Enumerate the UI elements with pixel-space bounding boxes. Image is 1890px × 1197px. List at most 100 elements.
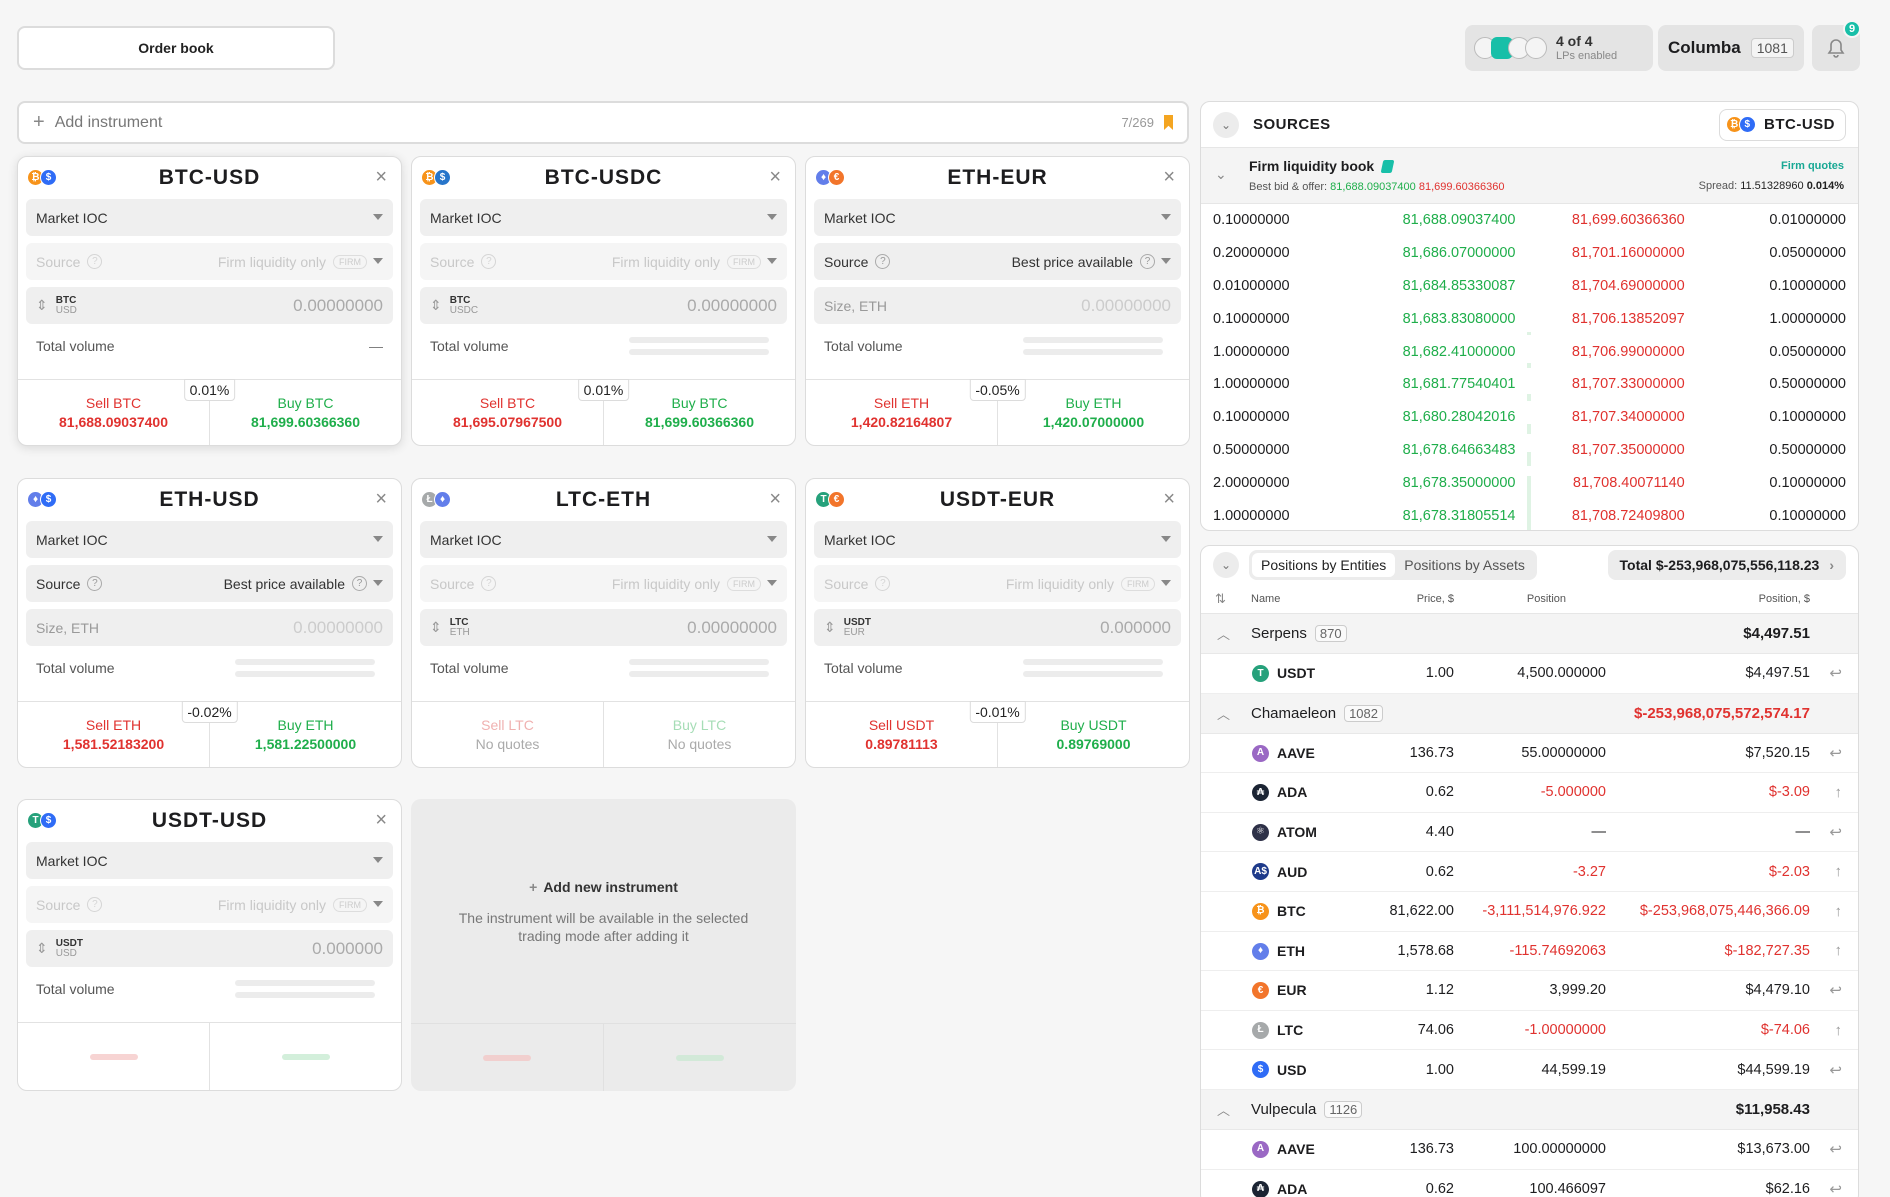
- add-new-instrument-card[interactable]: + Add new instrument The instrument will …: [411, 799, 796, 1091]
- source-select[interactable]: Source? Best price available?: [814, 243, 1181, 280]
- order-book-tab[interactable]: Order book: [17, 26, 335, 70]
- sell-button[interactable]: [18, 1023, 209, 1090]
- position-row[interactable]: € EUR 1.12 3,999.20 $4,479.10 ↩: [1201, 971, 1858, 1011]
- sell-button[interactable]: Sell ETH 1,581.52183200: [62, 716, 165, 752]
- chevron-down-icon[interactable]: ⌄: [1213, 111, 1239, 138]
- entity-group-row[interactable]: ︿ Chamaeleon 1082 $-253,968,075,572,574.17: [1201, 693, 1858, 734]
- col-position-usd[interactable]: Position, $: [1758, 592, 1810, 605]
- buy-button[interactable]: Buy LTC No quotes: [603, 702, 795, 767]
- order-type-select[interactable]: Market IOC: [814, 521, 1181, 558]
- size-input[interactable]: ⇕ BTC USD 0.00000000: [26, 287, 393, 324]
- col-price[interactable]: Price, $: [1416, 592, 1454, 605]
- order-type-select[interactable]: Market IOC: [420, 521, 787, 558]
- position-row[interactable]: ₿ BTC 81,622.00 -3,111,514,976.922 $-253,968…: [1201, 892, 1858, 932]
- arrow-up-icon[interactable]: ↑: [1834, 783, 1843, 801]
- order-book-row[interactable]: 0.10000000 81,683.83080000 81,706.13852097…: [1201, 302, 1858, 336]
- position-row[interactable]: A AAVE 136.73 100.00000000 $13,673.00 ↩: [1201, 1130, 1858, 1170]
- sell-button[interactable]: Sell BTC 81,695.07967500: [453, 394, 562, 430]
- size-input[interactable]: ⇕ LTC ETH 0.00000000: [420, 609, 787, 646]
- order-book-row[interactable]: 0.50000000 81,678.64663483 81,707.35000000…: [1201, 434, 1858, 467]
- order-type-select[interactable]: Market IOC: [26, 521, 393, 558]
- order-type-select[interactable]: Market IOC: [26, 842, 393, 879]
- chevron-up-icon[interactable]: ︿: [1217, 706, 1231, 722]
- close-icon[interactable]: ×: [375, 809, 387, 831]
- close-icon[interactable]: ×: [375, 488, 387, 510]
- position-row[interactable]: ₳ ADA 0.62 -5.000000 $-3.09 ↑: [1201, 773, 1858, 813]
- order-book-row[interactable]: 2.00000000 81,678.35000000 81,708.40071140…: [1201, 466, 1858, 500]
- undo-icon[interactable]: ↩: [1829, 665, 1842, 683]
- arrow-up-icon[interactable]: ↑: [1834, 1021, 1843, 1039]
- undo-icon[interactable]: ↩: [1829, 1180, 1842, 1197]
- order-type-select[interactable]: Market IOC: [814, 199, 1181, 236]
- position-row[interactable]: Ł LTC 74.06 -1.00000000 $-74.06 ↑: [1201, 1011, 1858, 1051]
- position-row[interactable]: $ USD 1.00 44,599.19 $44,599.19 ↩: [1201, 1050, 1858, 1090]
- undo-icon[interactable]: ↩: [1829, 1061, 1842, 1079]
- arrow-up-icon[interactable]: ↑: [1834, 863, 1843, 881]
- size-input[interactable]: Size, ETH 0.00000000: [814, 287, 1181, 324]
- chevron-down-icon[interactable]: ⌄: [1213, 552, 1239, 578]
- close-icon[interactable]: ×: [769, 166, 781, 188]
- order-book-row[interactable]: 0.10000000 81,688.09037400 81,699.60366360…: [1201, 204, 1858, 237]
- position-row[interactable]: ⚛ ATOM 4.40 — — ↩: [1201, 813, 1858, 853]
- sell-button[interactable]: Sell USDT 0.89781113: [865, 716, 938, 752]
- source-select[interactable]: Source? Firm liquidity only FIRM: [26, 243, 393, 280]
- size-input[interactable]: ⇕ BTC USDC 0.00000000: [420, 287, 787, 324]
- arrow-up-icon[interactable]: ↑: [1834, 942, 1843, 960]
- undo-icon[interactable]: ↩: [1829, 982, 1842, 1000]
- firm-liquidity-book-header[interactable]: ⌄ Firm liquidity book Best bid & offer: …: [1201, 148, 1858, 204]
- order-book-row[interactable]: 0.01000000 81,684.85330087 81,704.69000000…: [1201, 270, 1858, 303]
- position-row[interactable]: ♦ ETH 1,578.68 -115.74692063 $-182,727.35 ↑: [1201, 932, 1858, 972]
- sell-button[interactable]: Sell LTC No quotes: [475, 716, 540, 752]
- order-book-row[interactable]: 0.10000000 81,680.28042016 81,707.34000000…: [1201, 401, 1858, 434]
- order-book-row[interactable]: 1.00000000 81,678.31805514 81,708.72409800…: [1201, 499, 1858, 530]
- source-select[interactable]: Source? Best price available?: [26, 565, 393, 602]
- lp-status-button[interactable]: 4 of 4 LPs enabled: [1465, 25, 1653, 71]
- order-type-select[interactable]: Market IOC: [420, 199, 787, 236]
- tab-positions-by-assets[interactable]: Positions by Assets: [1404, 557, 1525, 573]
- user-menu[interactable]: Columba 1081: [1658, 25, 1804, 71]
- close-icon[interactable]: ×: [769, 488, 781, 510]
- buy-button[interactable]: Buy BTC 81,699.60366360: [209, 380, 401, 445]
- sell-button[interactable]: Sell BTC 81,688.09037400: [59, 394, 168, 430]
- undo-icon[interactable]: ↩: [1829, 824, 1842, 842]
- chevron-up-icon[interactable]: ︿: [1217, 1102, 1231, 1118]
- source-select[interactable]: Source? Firm liquidity only FIRM: [26, 886, 393, 923]
- close-icon[interactable]: ×: [375, 166, 387, 188]
- size-input[interactable]: Size, ETH 0.00000000: [26, 609, 393, 646]
- buy-button[interactable]: [209, 1023, 401, 1090]
- order-book-row[interactable]: 0.20000000 81,686.07000000 81,701.16000000…: [1201, 237, 1858, 270]
- undo-icon[interactable]: ↩: [1829, 744, 1842, 762]
- instrument-card-btc-usdc[interactable]: ₿ $ BTC-USDC × Market IOC Source? Firm liq…: [411, 156, 796, 446]
- order-book-row[interactable]: 1.00000000 81,681.77540401 81,707.33000000…: [1201, 368, 1858, 401]
- size-input[interactable]: ⇕ USDT EUR 0.000000: [814, 609, 1181, 646]
- instrument-card-usdt-eur[interactable]: T € USDT-EUR × Market IOC Source? Firm liq…: [805, 478, 1190, 768]
- source-select[interactable]: Source? Firm liquidity only FIRM: [814, 565, 1181, 602]
- buy-button[interactable]: Buy ETH 1,581.22500000: [209, 702, 401, 767]
- positions-total[interactable]: Total $-253,968,075,556,118.23 ›: [1607, 550, 1846, 580]
- col-name[interactable]: Name: [1251, 592, 1281, 605]
- entity-group-row[interactable]: ︿ Serpens 870 $4,497.51: [1201, 614, 1858, 654]
- buy-button[interactable]: Buy ETH 1,420.07000000: [997, 380, 1189, 445]
- source-select[interactable]: Source? Firm liquidity only FIRM: [420, 565, 787, 602]
- arrow-up-icon[interactable]: ↑: [1834, 902, 1843, 920]
- chevron-down-icon[interactable]: ⌄: [1215, 166, 1227, 182]
- buy-button[interactable]: Buy USDT 0.89769000: [997, 702, 1189, 767]
- chevron-up-icon[interactable]: ︿: [1217, 627, 1231, 642]
- instrument-card-eth-eur[interactable]: ♦ € ETH-EUR × Market IOC Source? Best pric…: [805, 156, 1190, 446]
- instrument-card-ltc-eth[interactable]: Ł ♦ LTC-ETH × Market IOC Source? Firm liqu…: [411, 478, 796, 768]
- position-row[interactable]: A AAVE 136.73 55.00000000 $7,520.15 ↩: [1201, 734, 1858, 774]
- instrument-card-btc-usd[interactable]: ₿ $ BTC-USD × Market IOC Source? Firm liqu…: [17, 156, 402, 446]
- close-icon[interactable]: ×: [1163, 488, 1175, 510]
- position-row[interactable]: ₳ ADA 0.62 100.466097 $62.16 ↩: [1201, 1170, 1858, 1197]
- bookmark-icon[interactable]: [1164, 115, 1173, 130]
- sort-icon[interactable]: ⇅: [1215, 590, 1226, 606]
- position-row[interactable]: T USDT 1.00 4,500.000000 $4,497.51 ↩: [1201, 654, 1858, 694]
- buy-button[interactable]: Buy BTC 81,699.60366360: [603, 380, 795, 445]
- source-select[interactable]: Source? Firm liquidity only FIRM: [420, 243, 787, 280]
- order-book-row[interactable]: 1.00000000 81,682.41000000 81,706.99000000…: [1201, 335, 1858, 368]
- tab-positions-by-entities[interactable]: Positions by Entities: [1252, 553, 1396, 577]
- instrument-card-eth-usd[interactable]: ♦ $ ETH-USD × Market IOC Source? Best pric…: [17, 478, 402, 768]
- close-icon[interactable]: ×: [1163, 166, 1175, 188]
- position-row[interactable]: A$ AUD 0.62 -3.27 $-2.03 ↑: [1201, 852, 1858, 892]
- instrument-card-usdt-usd[interactable]: T $ USDT-USD × Market IOC Source? Firm liq…: [17, 799, 402, 1091]
